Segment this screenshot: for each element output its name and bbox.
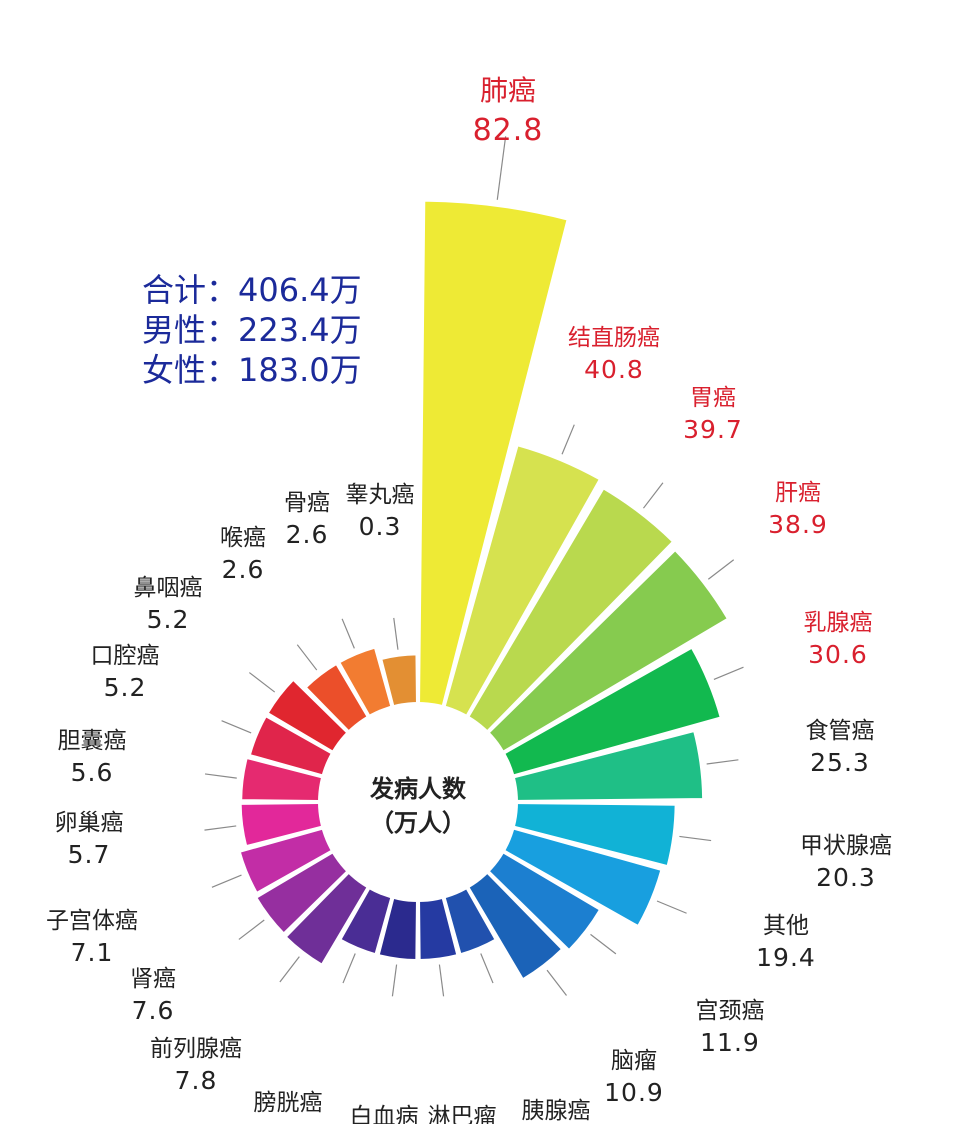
leader-line-1 [496,136,507,200]
leader-line-18 [204,825,237,831]
value-label: 39.7 [683,415,743,444]
value-label: 2.6 [222,555,265,584]
leader-line-7 [679,835,712,842]
value-label: 5.2 [147,605,190,634]
category-label: 胰腺癌 [522,1098,591,1124]
category-label: 淋巴瘤 [428,1104,497,1124]
summary-female: 女性：183.0万 [142,351,362,389]
leader-line-24 [393,617,399,650]
center-label-line2: （万人） [370,809,466,837]
leader-line-10 [546,969,567,996]
leader-line-21 [248,672,276,693]
value-label: 2.6 [286,520,329,549]
category-label: 口腔癌 [91,643,160,669]
leader-line-8 [656,900,687,914]
label-leader-lines [204,136,744,997]
category-label: 宫颈癌 [696,998,765,1024]
value-label: 40.8 [584,355,644,384]
category-label: 子宫体癌 [46,908,138,934]
category-label: 食管癌 [806,718,875,744]
value-label: 20.3 [816,863,876,892]
category-label: 卵巢癌 [55,810,124,836]
category-label: 白血病 [350,1104,419,1124]
value-label: 11.9 [700,1028,760,1057]
value-label: 0.3 [359,512,402,541]
leader-line-3 [642,482,664,509]
value-label: 38.9 [768,510,828,539]
leader-line-6 [706,759,739,765]
category-label: 结直肠癌 [568,325,660,351]
category-label: 鼻咽癌 [134,575,203,601]
category-label: 肾癌 [130,966,176,992]
category-label: 骨癌 [284,490,330,516]
leader-line-20 [221,720,252,734]
leader-line-19 [204,773,237,779]
leader-line-2 [561,424,575,455]
center-label-line1: 发病人数 [369,775,467,803]
leader-line-11 [480,953,494,984]
value-label: 19.4 [756,943,816,972]
center-hole [318,702,518,902]
value-label: 25.3 [810,748,870,777]
summary-male: 男性：223.4万 [142,311,362,349]
value-label: 5.7 [68,840,111,869]
leader-line-9 [590,933,617,955]
value-label: 5.2 [104,673,147,702]
category-label: 甲状腺癌 [800,833,892,859]
category-label: 胃癌 [690,385,736,411]
category-label: 其他 [763,913,809,939]
category-label: 脑瘤 [611,1048,657,1074]
leader-line-16 [238,919,265,940]
category-label: 睾丸癌 [346,482,415,508]
value-label: 10.9 [604,1078,664,1107]
category-label: 前列腺癌 [150,1036,242,1062]
value-label: 5.6 [71,758,114,787]
value-label: 7.1 [71,938,114,967]
category-label: 乳腺癌 [804,610,873,636]
category-label: 肺癌 [480,74,536,107]
value-label: 7.6 [132,996,175,1025]
category-label: 肝癌 [775,480,821,506]
category-labels: 肺癌 82.8 结直肠癌 40.8 胃癌 39.7 肝癌 38.9 乳腺癌 30.6 食管癌 25.3… [46,74,892,1124]
leader-line-14 [342,953,356,984]
summary-total: 合计：406.4万 [142,271,362,309]
leader-line-17 [211,874,242,888]
leader-line-12 [438,964,445,997]
leader-line-23 [341,618,355,649]
category-label: 喉癌 [220,525,266,551]
value-label: 7.8 [175,1066,218,1095]
leader-line-15 [279,956,300,983]
value-label: 30.6 [808,640,868,669]
leader-line-13 [391,964,398,997]
leader-line-4 [707,559,735,580]
summary-totals: 合计：406.4万 男性：223.4万 女性：183.0万 [142,270,362,390]
category-label: 膀胱癌 [254,1090,323,1116]
category-label: 胆囊癌 [58,728,127,754]
leader-line-5 [713,666,744,680]
value-label: 82.8 [473,113,544,148]
leader-line-22 [296,644,318,671]
